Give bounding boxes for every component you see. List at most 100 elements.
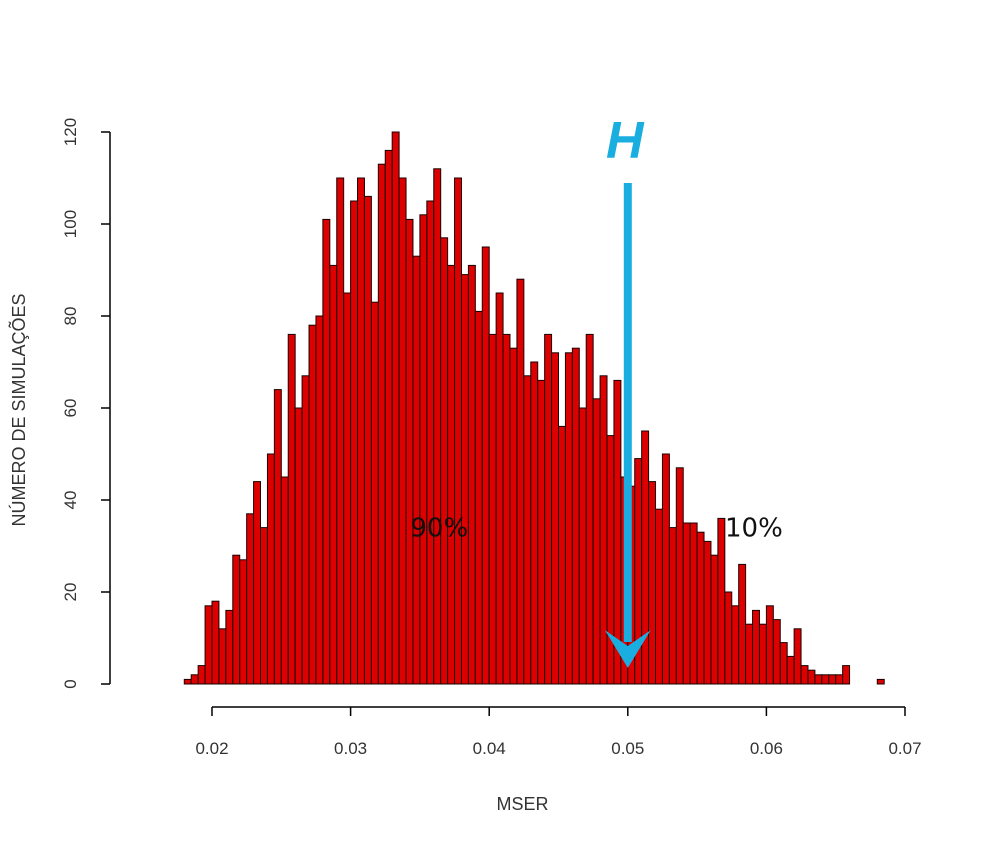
- histogram-bar: [675, 467, 684, 685]
- histogram-bar: [599, 375, 608, 685]
- histogram-bar: [232, 554, 241, 685]
- marker-label: H: [606, 112, 645, 170]
- x-tick-label: 0.07: [888, 739, 921, 758]
- histogram-bar: [779, 642, 788, 685]
- histogram-bar: [648, 481, 657, 685]
- histogram-bar: [246, 513, 255, 685]
- histogram-bar: [821, 674, 830, 685]
- annotations-group: 90% 10%: [410, 514, 782, 544]
- histogram-bar: [377, 163, 386, 685]
- histogram-bar: [447, 264, 456, 685]
- axes-group: 0.02 0.03 0.04 0.05 0.06 0.07 0 20 40 60 80 100 120: [61, 118, 922, 758]
- histogram-bar: [460, 274, 469, 685]
- histogram-bar: [745, 623, 754, 685]
- histogram-bar: [253, 481, 262, 685]
- histogram-bar: [731, 605, 740, 685]
- histogram-bar: [696, 531, 705, 685]
- histogram-bar: [828, 674, 837, 685]
- histogram-bar: [592, 398, 601, 685]
- histogram-bar: [419, 214, 428, 685]
- histogram-bar: [530, 361, 539, 685]
- marker-group: H: [604, 112, 651, 668]
- histogram-bar: [211, 600, 220, 685]
- histogram-bar: [682, 522, 691, 685]
- histogram-bar: [433, 168, 442, 685]
- histogram-bar: [294, 407, 303, 685]
- histogram-bar: [384, 149, 393, 685]
- histogram-bar: [876, 678, 885, 685]
- histogram-bar: [710, 554, 719, 685]
- histogram-bar: [357, 177, 365, 685]
- marker-arrow-head: [604, 630, 651, 668]
- histogram-bar: [412, 255, 421, 685]
- histogram-bar: [689, 522, 698, 685]
- histogram-bar: [287, 333, 296, 685]
- y-tick-label: 60: [61, 399, 80, 418]
- histogram-bar: [481, 246, 490, 685]
- histogram-bar: [426, 200, 435, 685]
- histogram-bar: [488, 333, 497, 685]
- histogram-bar: [668, 527, 677, 685]
- histogram-bar: [738, 563, 747, 685]
- histogram-bar: [266, 453, 275, 685]
- y-tick-label: 20: [61, 583, 80, 602]
- histogram-bar: [758, 623, 767, 685]
- histogram-bar: [336, 177, 345, 685]
- histogram-bar: [786, 655, 795, 685]
- histogram-bar: [225, 609, 234, 685]
- histogram-bar: [183, 678, 192, 685]
- histogram-bar: [495, 292, 504, 685]
- histogram-bar: [516, 278, 525, 685]
- histogram-bar: [661, 453, 670, 685]
- bars-group: [183, 131, 885, 685]
- histogram-bar: [606, 435, 615, 685]
- x-tick-label: 0.04: [473, 739, 506, 758]
- histogram-bar: [363, 195, 372, 685]
- histogram-bar: [537, 379, 546, 685]
- x-tick-label: 0.02: [195, 739, 228, 758]
- y-axis-title: NÚMERO DE SIMULAÇÕES: [8, 293, 29, 526]
- histogram-bar: [655, 508, 663, 685]
- histogram-bar: [523, 375, 532, 685]
- percentage-annotation: 10%: [725, 514, 783, 544]
- y-tick-label: 0: [61, 679, 80, 688]
- histogram-bar: [772, 619, 781, 685]
- histogram-bar: [239, 559, 248, 685]
- histogram-bar: [717, 517, 726, 685]
- histogram-bar: [197, 665, 206, 685]
- histogram-bar: [835, 674, 844, 685]
- histogram-bar: [724, 591, 733, 685]
- histogram-bar: [564, 352, 573, 685]
- histogram-bar: [551, 352, 560, 685]
- histogram-bar: [440, 237, 449, 685]
- histogram-bar: [260, 527, 268, 685]
- histogram-bar: [814, 674, 823, 685]
- histogram-bar: [585, 333, 594, 685]
- histogram-bar: [350, 200, 359, 685]
- histogram-bar: [315, 315, 324, 685]
- histogram-bar: [280, 476, 289, 685]
- y-tick-label: 40: [61, 491, 80, 510]
- histogram-bar: [343, 292, 352, 685]
- histogram-bar: [765, 605, 774, 685]
- histogram-bar: [578, 407, 587, 685]
- percentage-annotation: 90%: [410, 514, 468, 544]
- histogram-bar: [800, 665, 809, 685]
- histogram-bar: [793, 628, 802, 685]
- histogram-bar: [405, 218, 414, 685]
- histogram-bar: [752, 609, 760, 685]
- histogram-bar: [190, 674, 199, 685]
- histogram-bar: [301, 375, 310, 685]
- histogram-bar: [502, 333, 511, 685]
- histogram-bar: [273, 389, 282, 685]
- histogram-bar: [218, 628, 227, 685]
- histogram-bar: [558, 425, 566, 685]
- histogram-bar: [308, 324, 317, 685]
- histogram-bar: [807, 669, 816, 685]
- y-tick-label: 120: [61, 118, 80, 146]
- histogram-bar: [509, 347, 518, 685]
- histogram-bar: [398, 177, 407, 685]
- histogram-bar: [322, 218, 331, 685]
- histogram-bar: [454, 177, 462, 685]
